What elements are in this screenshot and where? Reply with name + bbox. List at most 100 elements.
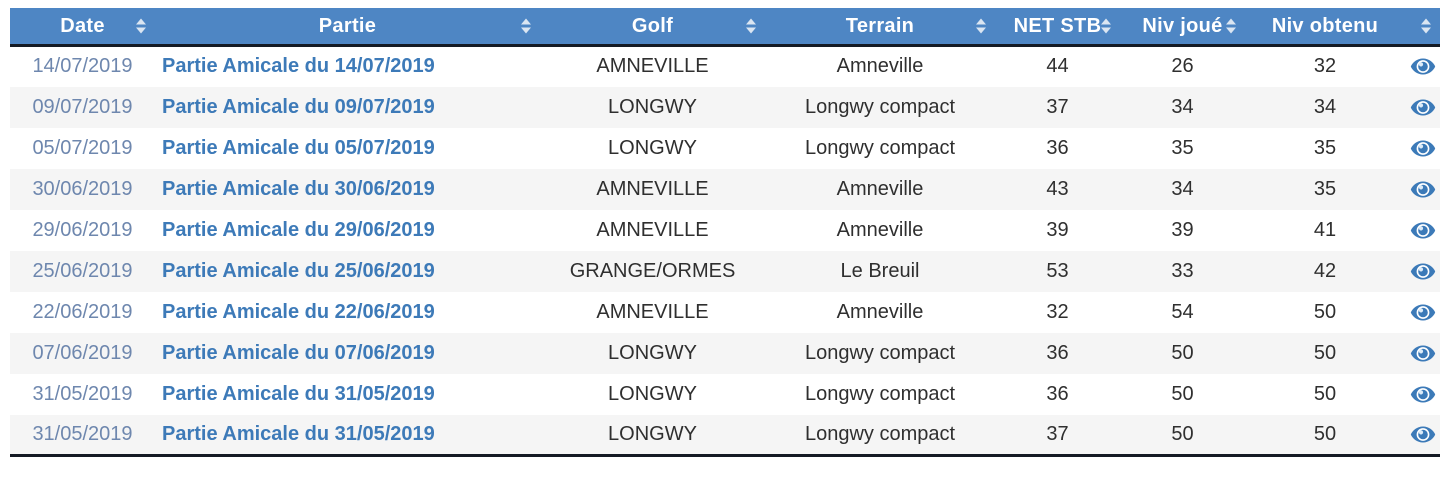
view-cell: [1405, 87, 1440, 128]
niv-joue-cell: 34: [1171, 177, 1194, 200]
column-header-partie[interactable]: Partie: [155, 8, 540, 47]
partie-cell: Partie Amicale du 31/05/2019: [155, 374, 540, 415]
partie-cell: Partie Amicale du 31/05/2019: [155, 415, 540, 456]
sort-arrows-icon[interactable]: [746, 18, 756, 34]
niv-obtenu-cell: 50: [1313, 300, 1337, 323]
date-cell: 31/05/2019: [32, 382, 133, 405]
partie-link[interactable]: Partie Amicale du 29/06/2019: [162, 218, 435, 241]
eye-icon[interactable]: [1408, 57, 1438, 77]
terrain-cell: Amneville: [836, 218, 924, 241]
partie-cell: Partie Amicale du 05/07/2019: [155, 128, 540, 169]
niv-joue-cell: 50: [1171, 422, 1194, 445]
eye-icon[interactable]: [1408, 261, 1438, 281]
eye-icon[interactable]: [1408, 97, 1438, 117]
date-cell: 05/07/2019: [32, 136, 133, 159]
column-header-label: Date: [60, 14, 105, 37]
column-header-view[interactable]: [1405, 8, 1440, 47]
net-stb-cell: 32: [1046, 300, 1069, 323]
table-row: 25/06/2019 Partie Amicale du 25/06/2019 GR…: [10, 250, 1440, 292]
table-row: 05/07/2019 Partie Amicale du 05/07/2019 LO…: [10, 127, 1440, 169]
date-cell: 31/05/2019: [32, 422, 133, 445]
partie-cell: Partie Amicale du 09/07/2019: [155, 87, 540, 128]
date-cell: 30/06/2019: [32, 177, 133, 200]
table-row: 31/05/2019 Partie Amicale du 31/05/2019 LO…: [10, 414, 1440, 456]
niv-joue-cell: 26: [1171, 55, 1194, 78]
view-cell: [1405, 46, 1440, 87]
niv-joue-cell: 39: [1171, 218, 1194, 241]
partie-cell: Partie Amicale du 22/06/2019: [155, 292, 540, 333]
sort-arrows-icon[interactable]: [1226, 18, 1236, 34]
table-row: 29/06/2019 Partie Amicale du 29/06/2019 AM…: [10, 209, 1440, 251]
column-header-net_stb[interactable]: NET STB: [995, 8, 1120, 47]
net-stb-cell: 37: [1046, 422, 1069, 445]
column-header-label: Partie: [318, 14, 377, 37]
net-stb-cell: 37: [1046, 95, 1069, 118]
niv-obtenu-cell: 50: [1313, 422, 1337, 445]
golf-cell: AMNEVILLE: [596, 218, 709, 241]
partie-cell: Partie Amicale du 29/06/2019: [155, 210, 540, 251]
partie-link[interactable]: Partie Amicale du 14/07/2019: [162, 55, 435, 78]
view-cell: [1405, 292, 1440, 333]
sort-arrows-icon[interactable]: [521, 18, 531, 34]
partie-link[interactable]: Partie Amicale du 07/06/2019: [162, 341, 435, 364]
view-cell: [1405, 128, 1440, 169]
net-stb-cell: 39: [1046, 218, 1069, 241]
eye-icon[interactable]: [1408, 343, 1438, 363]
table-row: 22/06/2019 Partie Amicale du 22/06/2019 AM…: [10, 291, 1440, 333]
column-header-label: Terrain: [845, 14, 915, 37]
column-header-niv_obtenu: Niv obtenu: [1245, 8, 1405, 47]
golf-cell: LONGWY: [608, 382, 697, 405]
header-row: Date Partie Golf Terrain NET STB Niv joué Niv …: [10, 8, 1440, 47]
niv-joue-cell: 50: [1171, 341, 1194, 364]
sort-arrows-icon[interactable]: [1101, 18, 1111, 34]
column-header-label: NET STB: [1013, 14, 1102, 37]
column-header-niv_joue[interactable]: Niv joué: [1120, 8, 1245, 47]
column-header-date[interactable]: Date: [10, 8, 155, 47]
view-cell: [1405, 374, 1440, 415]
partie-link[interactable]: Partie Amicale du 25/06/2019: [162, 259, 435, 282]
eye-icon[interactable]: [1408, 138, 1438, 158]
date-cell: 14/07/2019: [32, 55, 133, 78]
terrain-cell: Longwy compact: [804, 136, 956, 159]
niv-joue-cell: 54: [1171, 300, 1194, 323]
terrain-cell: Amneville: [836, 55, 924, 78]
column-header-golf[interactable]: Golf: [540, 8, 765, 47]
golf-cell: LONGWY: [608, 136, 697, 159]
partie-link[interactable]: Partie Amicale du 31/05/2019: [162, 422, 435, 445]
niv-obtenu-cell: 41: [1313, 218, 1337, 241]
eye-icon[interactable]: [1408, 220, 1438, 240]
terrain-cell: Amneville: [836, 300, 924, 323]
golf-cell: AMNEVILLE: [596, 300, 709, 323]
net-stb-cell: 36: [1046, 382, 1069, 405]
sort-arrows-icon[interactable]: [136, 18, 146, 34]
terrain-cell: Longwy compact: [804, 341, 956, 364]
eye-icon[interactable]: [1408, 179, 1438, 199]
partie-link[interactable]: Partie Amicale du 31/05/2019: [162, 382, 435, 405]
eye-icon[interactable]: [1408, 384, 1438, 404]
sort-arrows-icon[interactable]: [976, 18, 986, 34]
niv-obtenu-cell: 32: [1313, 55, 1337, 78]
column-header-label: Niv joué: [1142, 14, 1223, 37]
partie-link[interactable]: Partie Amicale du 09/07/2019: [162, 95, 435, 118]
terrain-cell: Longwy compact: [804, 422, 956, 445]
date-cell: 25/06/2019: [32, 259, 133, 282]
eye-icon[interactable]: [1408, 424, 1438, 444]
golf-cell: AMNEVILLE: [596, 55, 709, 78]
net-stb-cell: 36: [1046, 341, 1069, 364]
niv-obtenu-cell: 34: [1313, 95, 1337, 118]
partie-link[interactable]: Partie Amicale du 22/06/2019: [162, 300, 435, 323]
golf-cell: GRANGE/ORMES: [569, 259, 736, 282]
partie-cell: Partie Amicale du 14/07/2019: [155, 46, 540, 87]
eye-icon[interactable]: [1408, 302, 1438, 322]
date-cell: 22/06/2019: [32, 300, 133, 323]
partie-cell: Partie Amicale du 30/06/2019: [155, 169, 540, 210]
partie-link[interactable]: Partie Amicale du 30/06/2019: [162, 177, 435, 200]
partie-link[interactable]: Partie Amicale du 05/07/2019: [162, 136, 435, 159]
niv-obtenu-cell: 50: [1313, 382, 1337, 405]
date-cell: 09/07/2019: [32, 95, 133, 118]
column-header-terrain[interactable]: Terrain: [765, 8, 995, 47]
sort-arrows-icon[interactable]: [1421, 18, 1431, 34]
table-row: 14/07/2019 Partie Amicale du 14/07/2019 AM…: [10, 45, 1440, 87]
view-cell: [1405, 210, 1440, 251]
niv-joue-cell: 50: [1171, 382, 1194, 405]
